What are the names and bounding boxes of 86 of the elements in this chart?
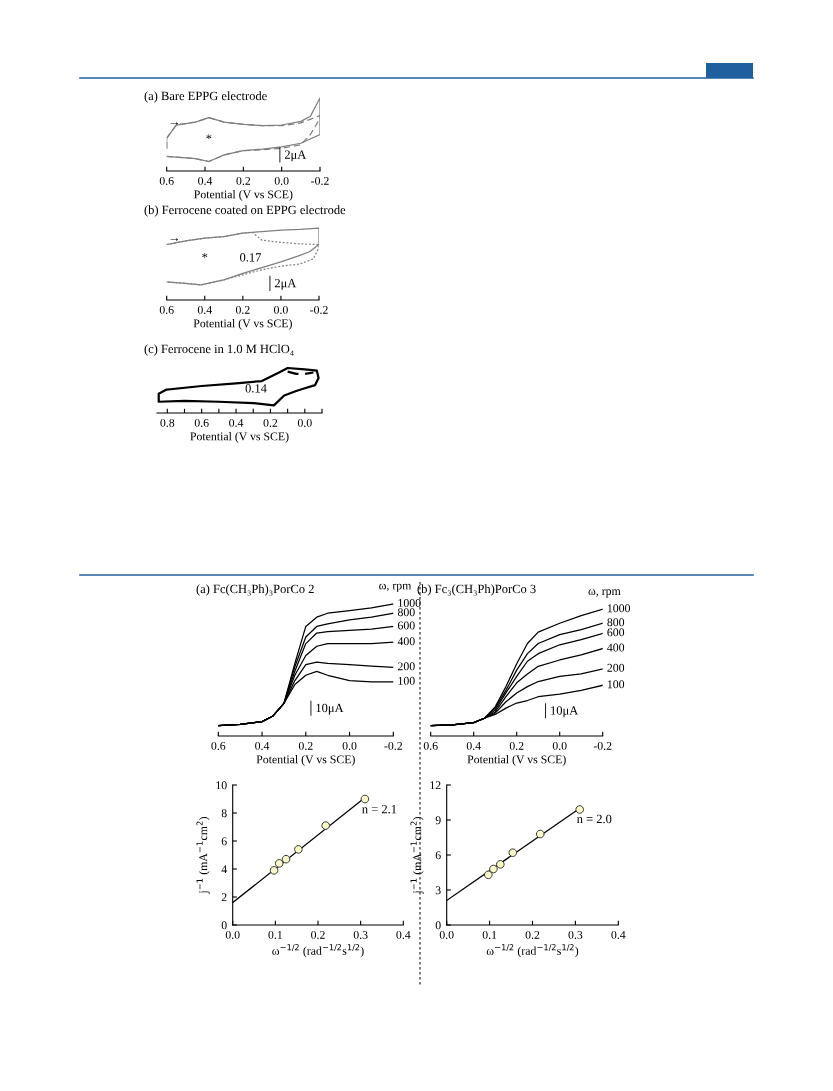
chart-title: (a) Bare EPPG electrode bbox=[144, 91, 267, 103]
series-label: 400 bbox=[397, 637, 415, 646]
x-axis-title: ω$^{−1/2}$ (rad$^{−1/2}$s$^{1/2}$) bbox=[486, 944, 579, 958]
x-tick-label: 0.0 bbox=[274, 176, 289, 185]
series-label: 1000 bbox=[607, 604, 631, 613]
series-label: 800 bbox=[397, 608, 415, 617]
series-label: 200 bbox=[607, 663, 625, 672]
y-axis-title: j$^{−1}$ (mA$^{−1}$cm$^{2}$) bbox=[410, 816, 424, 894]
annotation: │2μA bbox=[279, 147, 307, 163]
x-tick-label: 0.2 bbox=[509, 741, 524, 750]
annotation: → bbox=[170, 122, 179, 126]
x-tick-label: 0.4 bbox=[197, 305, 212, 314]
x-tick-label: 0.0 bbox=[342, 741, 357, 750]
x-tick-label: 0.6 bbox=[211, 741, 226, 750]
annotation: n = 2.1 bbox=[362, 804, 397, 814]
x-axis-title: Potential (V vs SCE) bbox=[256, 755, 355, 766]
y-tick-label: 0 bbox=[435, 921, 441, 930]
chart-title: (b) Fc₃(CH₃Ph)PorCo 3 bbox=[417, 584, 536, 596]
x-tick-label: 0.4 bbox=[466, 741, 481, 750]
legend-title: ω, rpm bbox=[588, 589, 621, 598]
annotation: 0.17 bbox=[240, 253, 262, 262]
chart-title: (b) Ferrocene coated on EPPG electrode bbox=[144, 205, 346, 217]
x-tick-label: 0.6 bbox=[159, 176, 174, 185]
x-tick-label: 0.3 bbox=[353, 930, 368, 939]
x-tick-label: 0.6 bbox=[194, 418, 209, 427]
x-tick-label: 0.4 bbox=[255, 741, 270, 750]
x-tick-label: 0.0 bbox=[439, 930, 454, 939]
chart-title: (a) Fc(CH₃Ph)₃PorCo 2 bbox=[196, 584, 314, 596]
x-tick-label: 0.4 bbox=[611, 930, 626, 939]
y-axis-title: j$^{−1}$ (mA$^{−1}$cm$^{2}$) bbox=[196, 816, 210, 894]
series-label: 800 bbox=[607, 618, 625, 627]
annotation: → bbox=[170, 238, 179, 242]
annotation: n = 2.0 bbox=[576, 814, 612, 824]
x-tick-label: 0.3 bbox=[568, 930, 583, 939]
x-tick-label: -0.2 bbox=[310, 305, 328, 314]
x-tick-label: 0.1 bbox=[268, 930, 283, 939]
x-tick-label: 0.0 bbox=[225, 930, 240, 939]
legend-title: ω, rpm bbox=[379, 583, 412, 592]
series-label: 600 bbox=[397, 621, 415, 630]
series-label: 1000 bbox=[398, 598, 421, 607]
series-label: 200 bbox=[397, 662, 415, 671]
x-tick-label: 0.2 bbox=[311, 930, 325, 939]
y-tick-label: 2 bbox=[221, 893, 227, 902]
series-label: 100 bbox=[607, 680, 625, 689]
y-tick-label: 3 bbox=[435, 886, 441, 895]
y-tick-label: 10 bbox=[216, 781, 227, 790]
x-tick-label: 0.2 bbox=[236, 176, 251, 185]
x-axis-title: Potential (V vs SCE) bbox=[193, 319, 292, 330]
x-tick-label: 0.0 bbox=[274, 305, 288, 314]
x-axis-title: Potential (V vs SCE) bbox=[190, 432, 289, 443]
y-tick-label: 12 bbox=[430, 781, 441, 790]
x-tick-label: -0.2 bbox=[311, 176, 329, 185]
x-tick-label: -0.2 bbox=[384, 741, 402, 750]
x-tick-label: 0.2 bbox=[298, 741, 313, 750]
x-tick-label: 0.6 bbox=[423, 741, 438, 750]
annotation: 0.14 bbox=[245, 384, 267, 393]
x-tick-label: 0.0 bbox=[297, 418, 312, 427]
chart-title: (c) Ferrocene in 1.0 M HClO₄ bbox=[144, 344, 294, 356]
x-axis-title: ω$^{−1/2}$ (rad$^{−1/2}$s$^{1/2}$) bbox=[272, 944, 364, 958]
x-axis-title: Potential (V vs SCE) bbox=[467, 755, 566, 766]
annotation: │10μA bbox=[545, 703, 579, 719]
annotation: │10μA bbox=[310, 700, 344, 716]
y-tick-label: 6 bbox=[435, 851, 441, 860]
y-tick-label: 4 bbox=[221, 865, 227, 874]
x-tick-label: 0.8 bbox=[160, 418, 175, 427]
annotation: * bbox=[202, 253, 208, 258]
series-label: 400 bbox=[607, 643, 625, 652]
series-label: 100 bbox=[398, 676, 415, 685]
x-tick-label: 0.2 bbox=[263, 418, 278, 427]
y-tick-label: 8 bbox=[221, 809, 227, 818]
series-label: 600 bbox=[607, 628, 625, 637]
annotation: * bbox=[206, 134, 212, 139]
x-tick-label: 0.4 bbox=[198, 176, 213, 185]
x-tick-label: 0.1 bbox=[482, 930, 497, 939]
x-tick-label: 0.4 bbox=[396, 930, 411, 939]
y-tick-label: 9 bbox=[435, 816, 441, 825]
annotation: │2μA bbox=[269, 275, 297, 291]
x-tick-label: 0.4 bbox=[229, 418, 244, 427]
y-tick-label: 0 bbox=[221, 921, 227, 930]
y-tick-label: 6 bbox=[221, 837, 227, 846]
x-tick-label: 0.0 bbox=[552, 741, 567, 750]
x-tick-label: 0.6 bbox=[159, 305, 174, 314]
x-tick-label: 0.2 bbox=[235, 305, 250, 314]
x-axis-title: Potential (V vs SCE) bbox=[194, 190, 293, 201]
x-tick-label: 0.2 bbox=[525, 930, 540, 939]
x-tick-label: -0.2 bbox=[593, 741, 612, 750]
